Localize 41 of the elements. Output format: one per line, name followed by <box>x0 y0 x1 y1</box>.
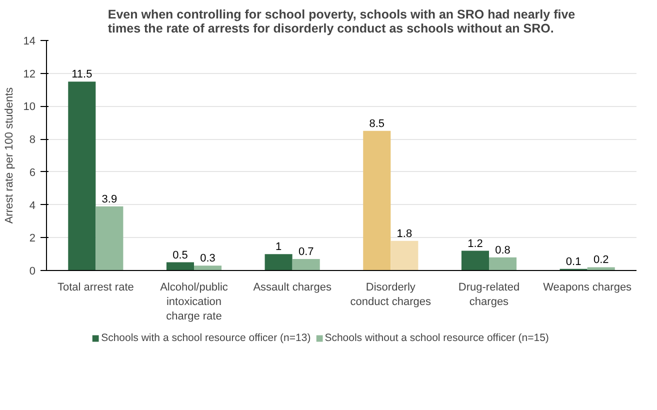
y-tick-label: 8 <box>29 134 36 146</box>
y-tick-label: 12 <box>23 68 36 80</box>
data-label: 1.8 <box>396 228 412 240</box>
x-tick-label: Alcohol/public intoxication charge rate <box>160 282 228 322</box>
y-tick-label: 2 <box>29 232 36 245</box>
bar <box>390 240 418 270</box>
bar <box>363 130 391 270</box>
x-tick-label: Assault charges <box>253 282 332 294</box>
y-tick-label: 14 <box>23 36 36 48</box>
data-label: 0.1 <box>566 256 582 268</box>
data-label: 11.5 <box>72 68 92 81</box>
data-label: 8.5 <box>369 118 385 130</box>
y-tick-label: 10 <box>23 101 36 114</box>
bar <box>292 259 320 270</box>
data-label: 0.3 <box>200 252 216 265</box>
data-label: 0.2 <box>593 254 609 266</box>
data-label: 1.2 <box>468 238 483 250</box>
x-tick-label: Disorderly conduct charges <box>350 282 432 308</box>
x-tick-label: Total arrest rate <box>57 282 134 294</box>
data-label: 0.5 <box>172 249 188 262</box>
legend-label: Schools without a school resource officer (n=15) <box>324 332 549 344</box>
data-label: 0.7 <box>298 246 314 258</box>
data-label: 1 <box>276 241 282 254</box>
chart-title: Even when controlling for school poverty, schools with an SRO had nearly five times the rate of arrests for disorderly conduct as schools without an SRO. <box>108 8 576 36</box>
bar <box>194 266 222 270</box>
data-label: 3.9 <box>102 193 118 206</box>
x-tick-label: Weapons charges <box>543 282 632 294</box>
x-tick-label: Drug-related charges <box>458 282 520 308</box>
bar <box>68 82 96 270</box>
y-tick-label: 4 <box>29 200 36 212</box>
legend-label: Schools with a school resource officer (n=13) <box>101 332 311 344</box>
data-label: 0.8 <box>495 244 510 256</box>
y-tick-label: 6 <box>29 166 36 179</box>
bar <box>96 206 124 270</box>
y-tick-label: 0 <box>29 266 36 278</box>
bar <box>166 262 194 270</box>
bar <box>264 254 292 270</box>
bar <box>489 257 517 270</box>
y-axis-title: Arrest rate per 100 students <box>3 86 16 224</box>
bar <box>461 250 489 270</box>
bar <box>587 267 615 270</box>
